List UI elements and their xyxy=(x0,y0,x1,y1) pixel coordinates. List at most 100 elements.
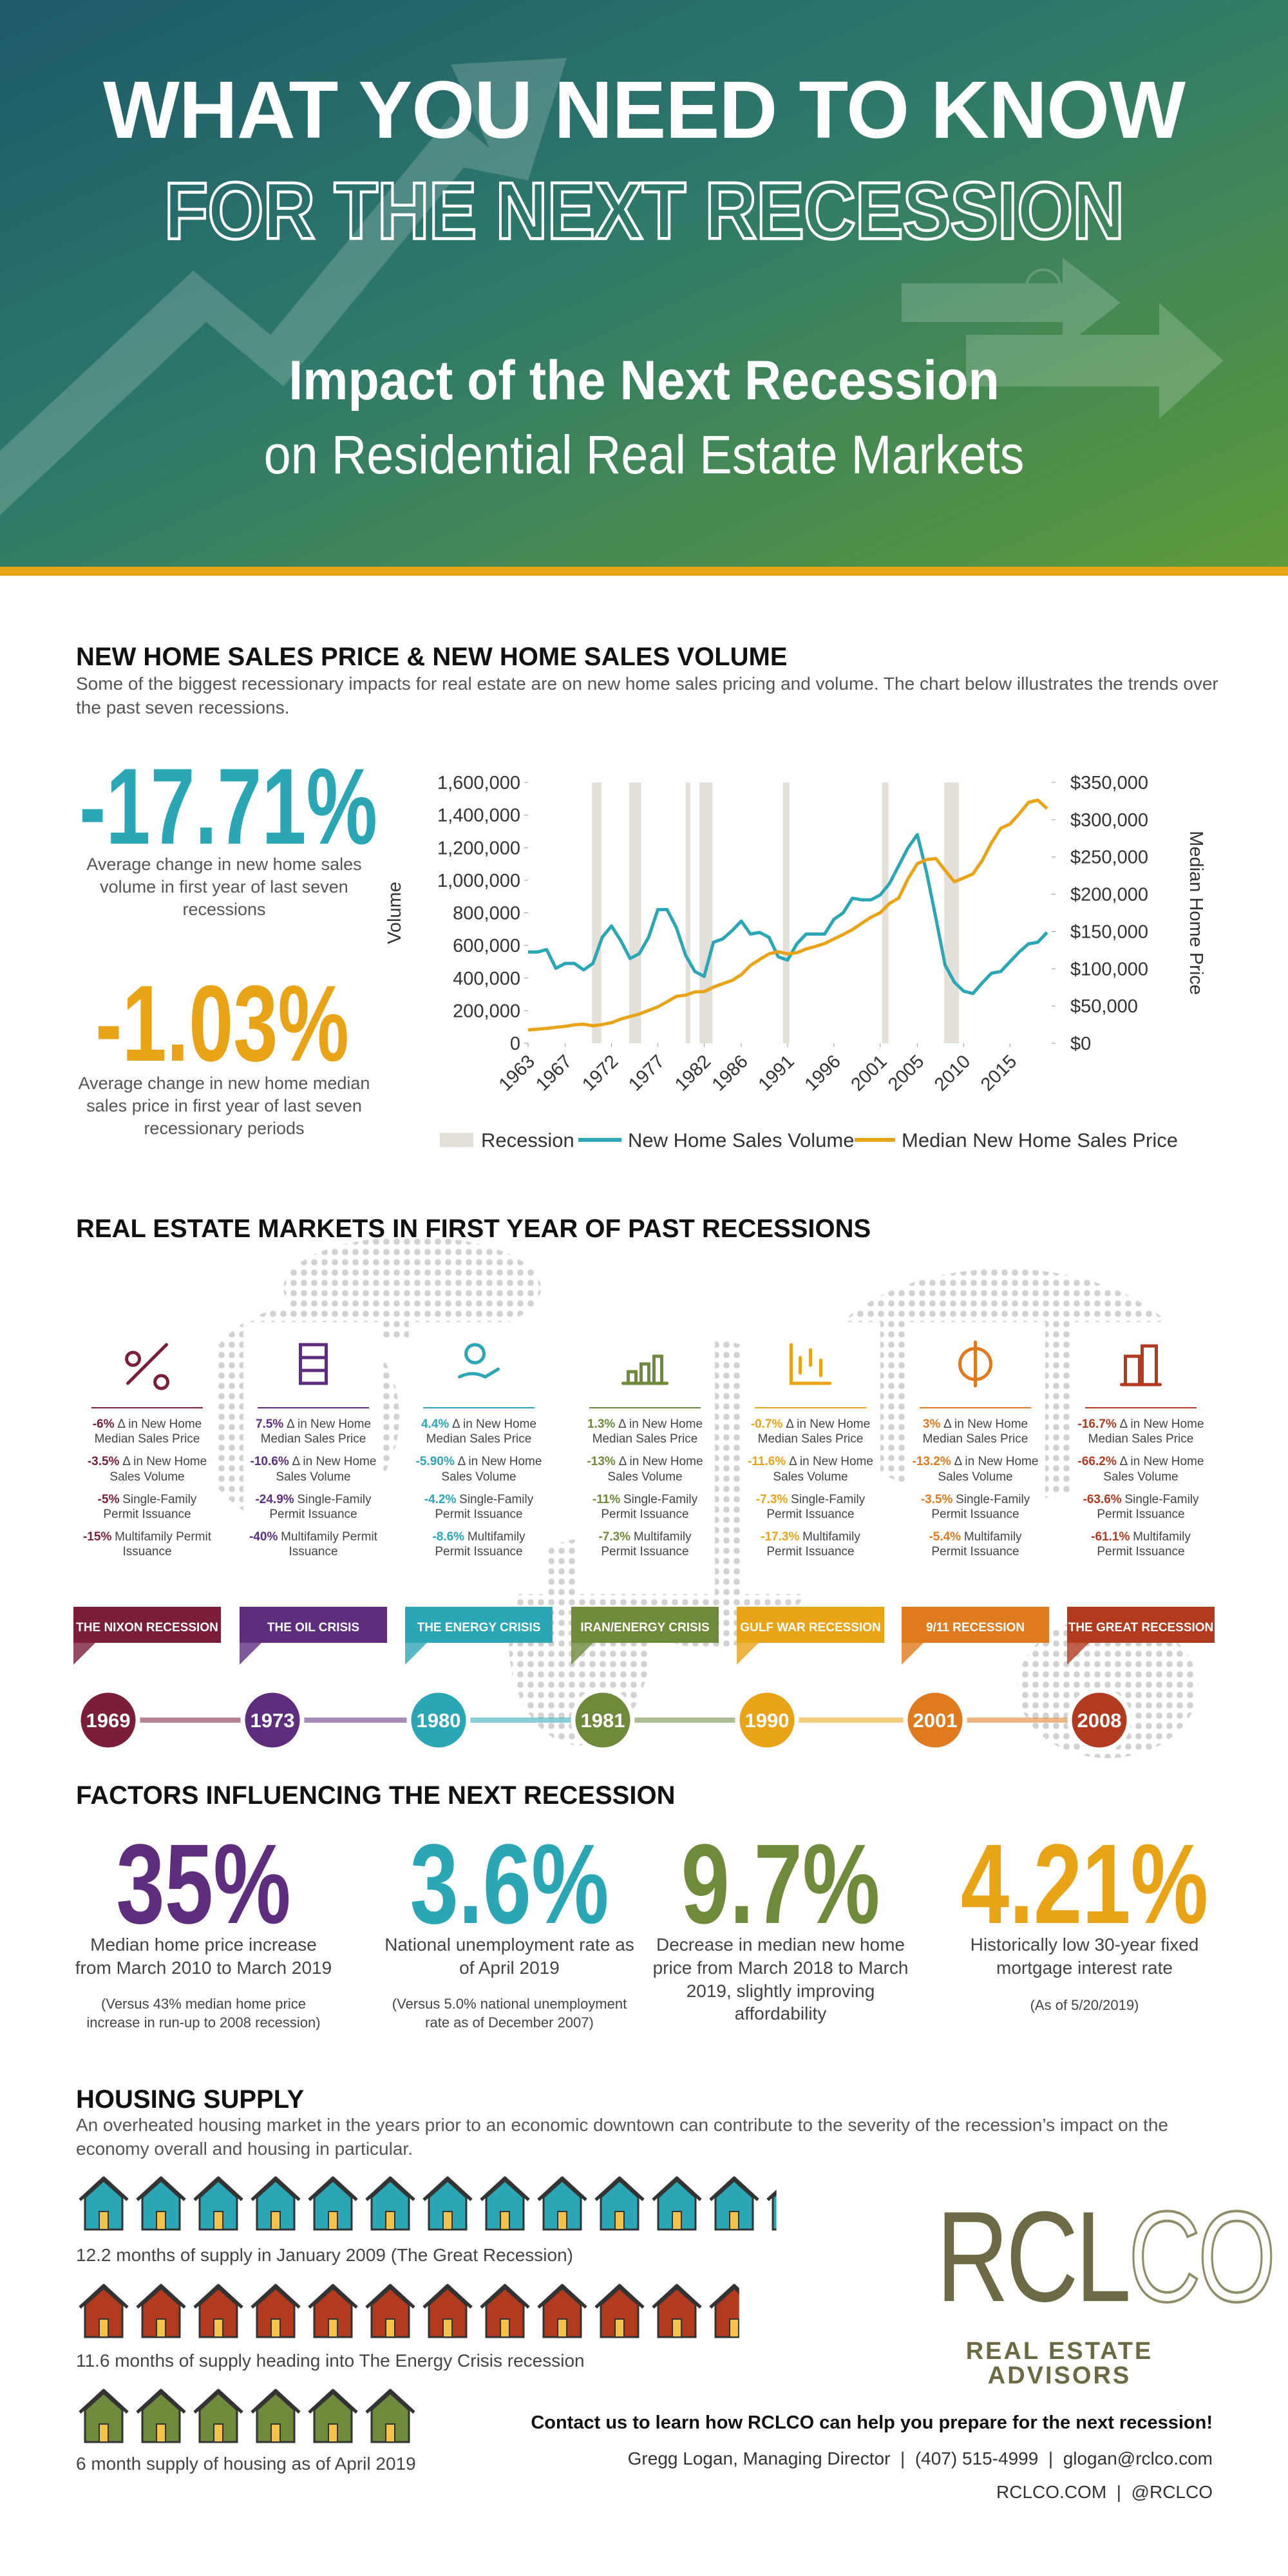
recession-band xyxy=(782,782,790,1043)
card-change: -15% xyxy=(82,1530,112,1544)
factor-value: 35% xyxy=(116,1821,291,1947)
house-door xyxy=(156,2318,166,2338)
house-door xyxy=(385,2318,395,2338)
stat-caption: Average change in new home sales volume … xyxy=(86,855,362,920)
factor-note: (As of 5/20/2019) xyxy=(1030,1997,1139,2013)
legend-swatch xyxy=(440,1133,473,1147)
recession-band xyxy=(592,782,601,1043)
card-change: -3.5% xyxy=(920,1492,953,1506)
house-door xyxy=(442,2318,453,2338)
y-tick-label: 1,000,000 xyxy=(437,871,520,891)
ribbon-tail xyxy=(902,1643,923,1665)
house-roof xyxy=(193,2284,243,2309)
x-tick-label: 1996 xyxy=(801,1051,845,1095)
house-body xyxy=(198,2286,238,2338)
house-body xyxy=(485,2286,525,2338)
house-body xyxy=(256,2179,296,2231)
house-door xyxy=(328,2423,338,2443)
card-label: Δ in New Home Sales Volume xyxy=(441,1455,542,1484)
legend-label: Recession xyxy=(481,1129,574,1151)
house-roof xyxy=(79,2284,129,2309)
house-icon xyxy=(251,2389,301,2443)
y-axis-label: Volume xyxy=(384,882,405,944)
card-item: 7.5% Δ in New Home Median Sales Price xyxy=(249,1417,378,1446)
y2-tick-label: $150,000 xyxy=(1070,922,1148,942)
timeline-year: 1973 xyxy=(251,1709,295,1732)
card-label: Single-Family Permit Issuance xyxy=(103,1492,197,1521)
card-item: 1.3% Δ in New Home Median Sales Price xyxy=(580,1417,710,1446)
house-body xyxy=(84,2286,124,2338)
house-door xyxy=(385,2423,395,2443)
card-item: -24.9% Single-Family Permit Issuance xyxy=(249,1492,378,1522)
house-roof xyxy=(766,2190,777,2201)
card-label: Single-Family Permit Issuance xyxy=(435,1492,534,1521)
y2-tick-label: $100,000 xyxy=(1070,959,1148,980)
house-body xyxy=(370,2179,410,2231)
house-door xyxy=(270,2211,281,2230)
title-outline: FOR THE NEXT RECESSION xyxy=(163,166,1126,256)
card-text: 3% Δ in New Home Median Sales Price -13.2%… xyxy=(911,1417,1040,1567)
series-line xyxy=(527,798,1048,1032)
stat-value: -17.71% xyxy=(79,746,378,867)
house-icon xyxy=(79,2284,129,2338)
card-label: Single-Family Permit Issuance xyxy=(1097,1492,1199,1521)
card-item: -17.3% Multifamily Permit Issuance xyxy=(746,1530,875,1559)
house-icon xyxy=(251,2176,301,2231)
recession-ribbon xyxy=(1067,1607,1215,1643)
y2-tick-label: $250,000 xyxy=(1070,848,1148,868)
house-door xyxy=(614,2211,625,2230)
house-roof xyxy=(79,2176,129,2201)
house-icon xyxy=(480,2176,530,2231)
legend-label: New Home Sales Volume xyxy=(628,1129,855,1151)
house-door xyxy=(787,2211,796,2230)
card-change: -61.1% xyxy=(1091,1530,1130,1544)
card-item: -66.2% Δ in New Home Sales Volume xyxy=(1076,1454,1206,1484)
card-label: Multifamily Permit Issuance xyxy=(115,1530,211,1559)
house-body xyxy=(542,2179,582,2231)
card-label: Multifamily Permit Issuance xyxy=(281,1530,377,1559)
house-icon xyxy=(193,2389,243,2443)
y2-tick-label: $50,000 xyxy=(1070,996,1138,1017)
card-item: -6% Δ in New Home Median Sales Price xyxy=(82,1417,212,1446)
timeline-dot xyxy=(735,1688,799,1752)
house-body xyxy=(542,2286,582,2338)
house-roof xyxy=(365,2176,415,2201)
house-body xyxy=(370,2286,410,2338)
y-tick-label: 1,200,000 xyxy=(437,838,520,858)
house-door xyxy=(99,2318,109,2338)
legend-label: Median New Home Sales Price xyxy=(902,1129,1178,1151)
card-text: 1.3% Δ in New Home Median Sales Price -13%… xyxy=(580,1417,710,1567)
card-item: -7.3% Single-Family Permit Issuance xyxy=(746,1492,875,1522)
card-label: Δ in New Home Median Sales Price xyxy=(757,1417,871,1446)
house-body xyxy=(198,2179,238,2231)
card-change: -7.3% xyxy=(755,1492,788,1506)
house-icon xyxy=(422,2284,473,2338)
supply-caption: 12.2 months of supply in January 2009 (T… xyxy=(76,2245,573,2265)
section-heading: NEW HOME SALES PRICE & NEW HOME SALES VO… xyxy=(76,643,788,671)
card-label: Single-Family Permit Issuance xyxy=(931,1492,1030,1521)
recession-band xyxy=(685,782,690,1043)
house-icon xyxy=(79,2176,129,2231)
section-heading: REAL ESTATE MARKETS IN FIRST YEAR OF PAS… xyxy=(76,1215,871,1243)
card-change: -0.7% xyxy=(750,1417,783,1431)
card-item: -11.6% Δ in New Home Sales Volume xyxy=(746,1454,875,1484)
factor-text: National unemployment rate as of April 2… xyxy=(384,1935,634,1978)
house-body xyxy=(313,2179,353,2231)
card-text: -6% Δ in New Home Median Sales Price -3.5%… xyxy=(82,1417,212,1567)
card-change: -11% xyxy=(592,1492,621,1506)
house-icon xyxy=(480,2284,530,2338)
card-label: Δ in New Home Sales Volume xyxy=(607,1455,703,1484)
section-intro: Some of the biggest recessionary impacts… xyxy=(76,674,1218,717)
timeline-dot xyxy=(406,1688,471,1752)
card-item: -5.90% Δ in New Home Sales Volume xyxy=(414,1454,544,1484)
factor-value: 4.21% xyxy=(960,1821,1209,1947)
house-door xyxy=(156,2423,166,2443)
card-change: -7.3% xyxy=(598,1530,631,1544)
card-label: Multifamily Permit Issuance xyxy=(601,1530,692,1559)
house-body xyxy=(657,2179,697,2231)
house-icon xyxy=(79,2389,129,2443)
card-item: -10.6% Δ in New Home Sales Volume xyxy=(249,1454,378,1484)
house-icon xyxy=(193,2176,243,2231)
recession-name: THE GREAT RECESSION xyxy=(1068,1621,1214,1634)
